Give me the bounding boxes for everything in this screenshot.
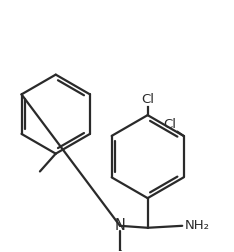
Text: Cl: Cl: [164, 118, 177, 131]
Text: NH₂: NH₂: [185, 219, 210, 232]
Text: N: N: [114, 218, 125, 233]
Text: Cl: Cl: [141, 93, 154, 106]
